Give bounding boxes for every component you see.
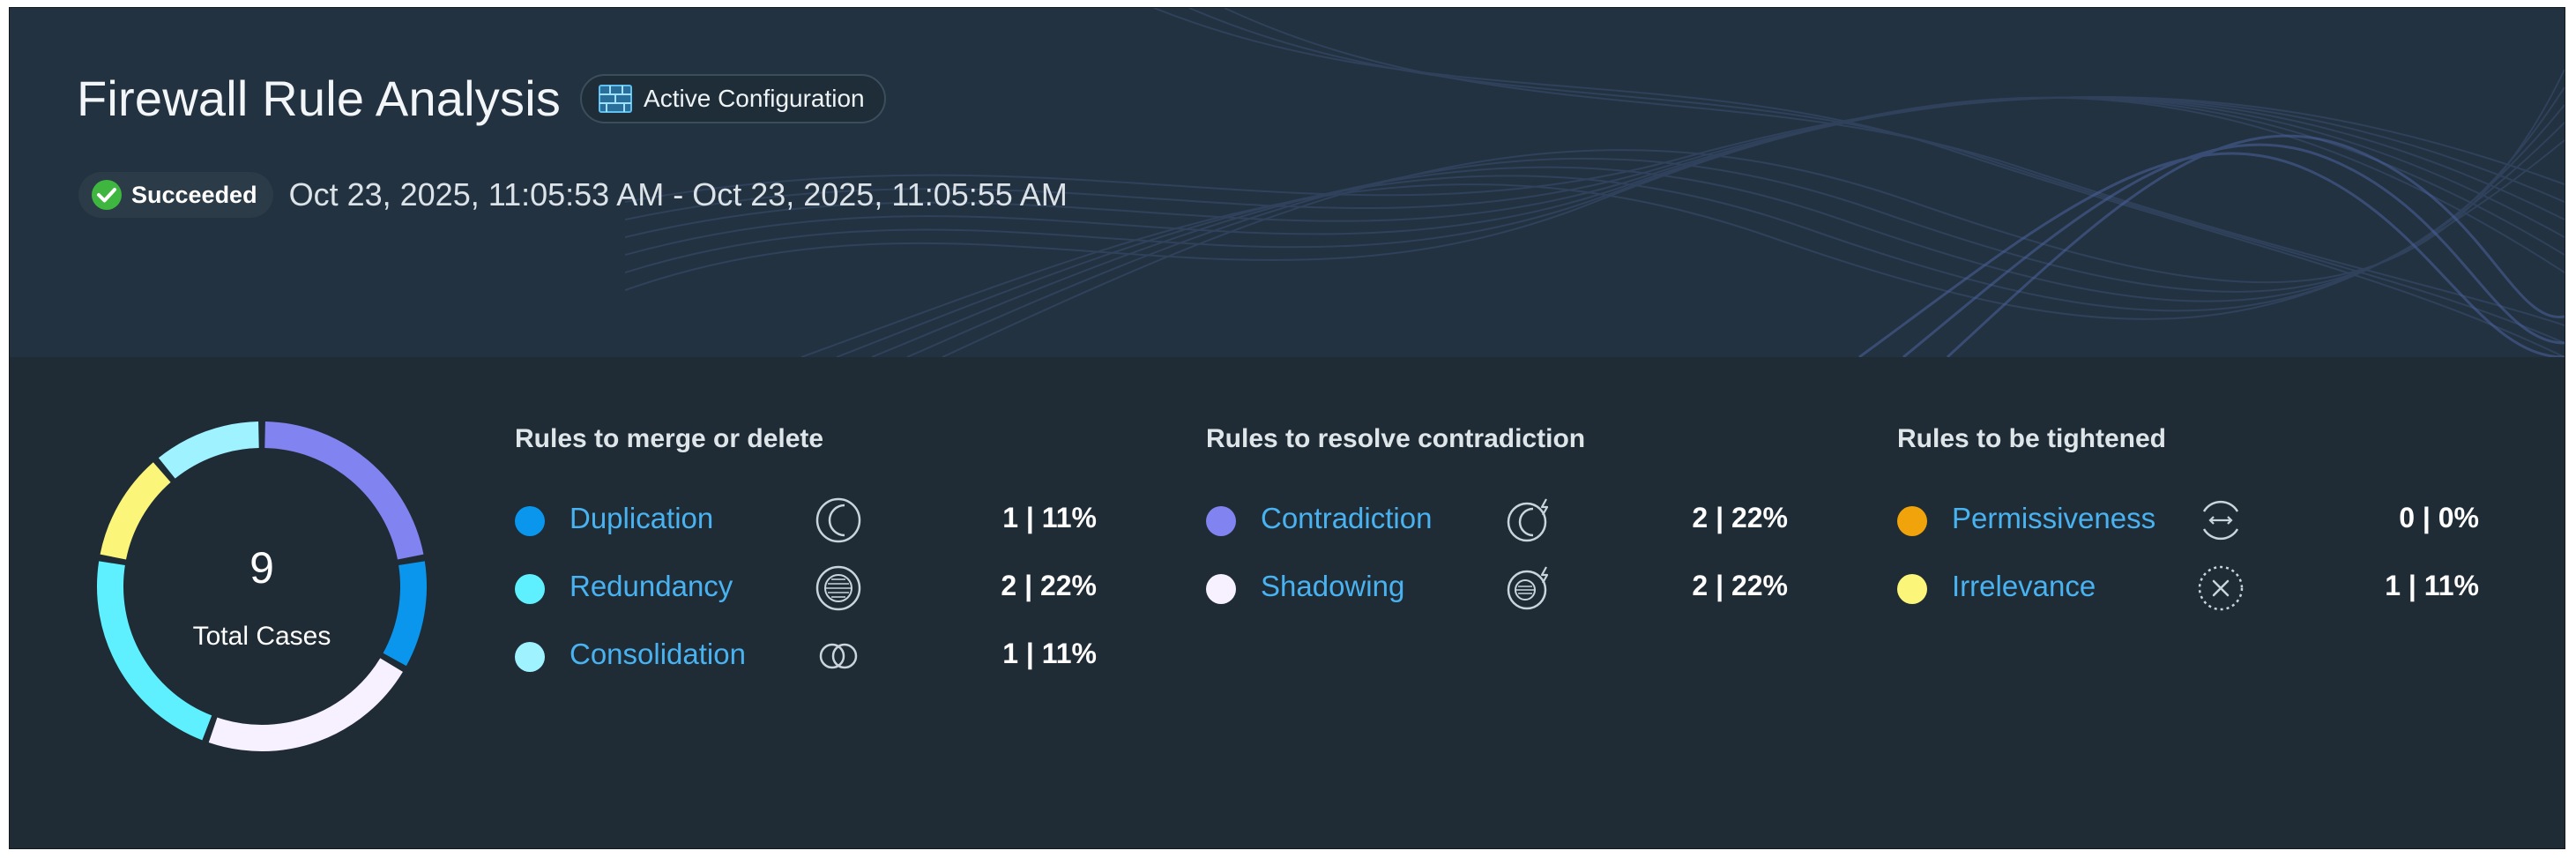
donut-segment-redundancy[interactable]: [97, 561, 212, 741]
check-circle-icon: [92, 180, 122, 210]
page-title: Firewall Rule Analysis: [77, 71, 562, 126]
legend-dot: [1206, 574, 1236, 604]
list-item-redundancy: Redundancy 2 | 22%: [515, 564, 1132, 611]
permissiveness-link[interactable]: Permissiveness: [1952, 502, 2156, 534]
firewall-icon: [599, 84, 633, 113]
irrelevance-link[interactable]: Irrelevance: [1952, 570, 2096, 602]
duplication-value: 1 | 11%: [1002, 502, 1097, 533]
list-item-consolidation: Consolidation 1 | 11%: [515, 632, 1132, 676]
summary-body: 9 Total Cases Rules to merge or delete D…: [10, 357, 2565, 848]
donut-segment-contradiction[interactable]: [264, 422, 424, 560]
total-cases-label: Total Cases: [192, 622, 331, 651]
irrelevance-value: 1 | 11%: [2385, 570, 2479, 601]
legend-dot: [1206, 506, 1236, 536]
list-item-irrelevance: Irrelevance 1 | 11%: [1897, 564, 2514, 611]
group-resolve-contradiction: Rules to resolve contradiction Contradic…: [1206, 424, 1841, 610]
permissiveness-icon: [2202, 500, 2239, 541]
time-range: Oct 23, 2025, 11:05:53 AM - Oct 23, 2025…: [288, 176, 1068, 213]
analysis-card: Firewall Rule Analysis Active Configurat…: [9, 7, 2565, 849]
redundancy-link[interactable]: Redundancy: [570, 570, 733, 602]
redundancy-value: 2 | 22%: [1001, 570, 1097, 601]
group-title: Rules to resolve contradiction: [1206, 424, 1586, 453]
shadowing-value: 2 | 22%: [1692, 570, 1788, 601]
contradiction-link[interactable]: Contradiction: [1261, 502, 1433, 534]
list-item-contradiction: Contradiction 2 | 22%: [1206, 496, 1823, 542]
donut-segment-duplication[interactable]: [383, 561, 427, 667]
contradiction-icon: [1507, 498, 1549, 542]
group-title: Rules to merge or delete: [515, 424, 824, 453]
redundancy-icon: [815, 565, 861, 611]
consolidation-value: 1 | 11%: [1002, 638, 1097, 669]
duplication-link[interactable]: Duplication: [570, 502, 714, 534]
legend-dot: [1897, 506, 1927, 536]
status-row: Succeeded Oct 23, 2025, 11:05:53 AM - Oc…: [78, 172, 1068, 218]
wave-background: [625, 8, 2565, 357]
donut-segment-consolidation[interactable]: [158, 422, 260, 479]
duplication-icon: [815, 497, 861, 543]
consolidation-link[interactable]: Consolidation: [570, 638, 746, 670]
legend-dot: [515, 642, 545, 672]
donut-chart: [97, 422, 427, 751]
donut-segment-shadowing[interactable]: [208, 658, 403, 751]
shadowing-icon: [1507, 566, 1549, 610]
permissiveness-value: 0 | 0%: [2399, 502, 2479, 533]
donut-segment-irrelevance[interactable]: [100, 462, 171, 560]
shadowing-link[interactable]: Shadowing: [1261, 570, 1405, 602]
status-badge: Succeeded: [78, 172, 273, 218]
contradiction-value: 2 | 22%: [1692, 502, 1788, 533]
header-banner: Firewall Rule Analysis Active Configurat…: [10, 8, 2565, 357]
legend-dot: [515, 506, 545, 536]
list-item-shadowing: Shadowing 2 | 22%: [1206, 564, 1823, 610]
total-cases-donut: 9 Total Cases: [86, 410, 438, 763]
total-cases-count: 9: [249, 543, 274, 593]
irrelevance-icon: [2198, 565, 2244, 611]
list-item-permissiveness: Permissiveness 0 | 0%: [1897, 496, 2514, 541]
active-configuration-label: Active Configuration: [644, 84, 865, 112]
group-title: Rules to be tightened: [1897, 424, 2167, 453]
active-configuration-badge[interactable]: Active Configuration: [580, 73, 886, 123]
legend-dot: [515, 574, 545, 604]
status-label: Succeeded: [131, 181, 257, 208]
group-merge-or-delete: Rules to merge or delete Duplication 1 |…: [515, 424, 1150, 672]
legend-dot: [1897, 574, 1927, 604]
group-tightened: Rules to be tightened Permissiveness 0 |…: [1897, 424, 2532, 611]
list-item-duplication: Duplication 1 | 11%: [515, 496, 1132, 543]
consolidation-icon: [819, 643, 858, 669]
title-row: Firewall Rule Analysis Active Configurat…: [77, 70, 886, 127]
